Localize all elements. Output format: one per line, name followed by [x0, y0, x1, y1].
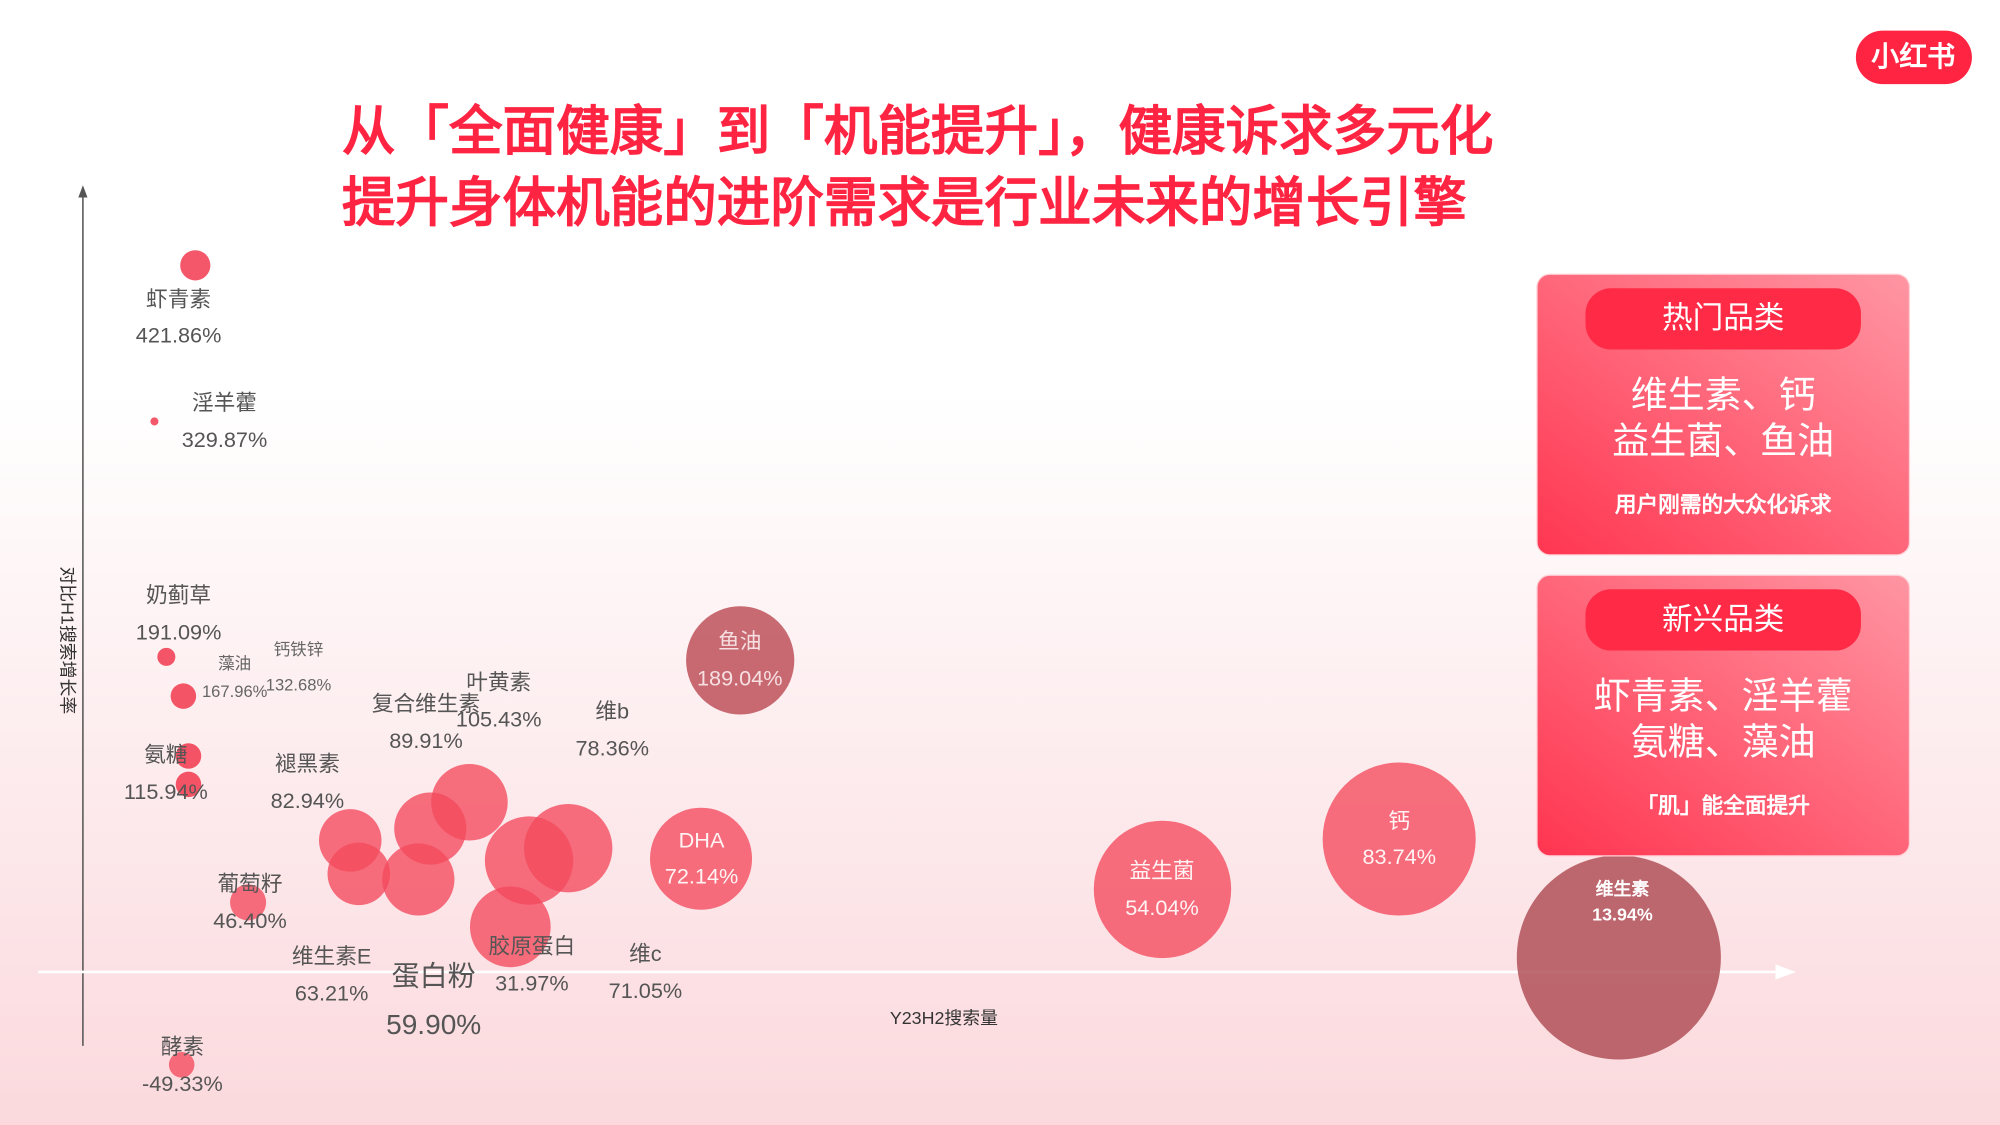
- value-label: 13.94%: [1592, 905, 1653, 925]
- bubble-name: 维生素: [1596, 878, 1650, 899]
- value-label: 82.94%: [271, 788, 345, 813]
- bubble-name: DHA: [679, 828, 725, 853]
- bubble-name: 褪黑素: [275, 751, 340, 776]
- bubble-name: 藻油: [218, 654, 251, 673]
- bubble: [168, 1052, 195, 1078]
- bubble: [150, 417, 159, 426]
- value-label: 72.14%: [665, 863, 739, 888]
- card-line: 维生素、钙: [1631, 375, 1816, 416]
- bubble: [319, 809, 382, 872]
- value-label: 71.05%: [609, 978, 683, 1003]
- bubble-name: 维c: [629, 941, 662, 966]
- card-line: 虾青素、淫羊藿: [1594, 676, 1853, 717]
- card-title-pill: [1585, 288, 1861, 350]
- card-line: 益生菌、鱼油: [1612, 421, 1834, 462]
- logo: 小红书: [1871, 40, 1955, 72]
- bubble-name: 维b: [595, 699, 629, 724]
- bubble-name: 虾青素: [146, 287, 211, 312]
- bubble-name: 钙铁锌: [274, 640, 324, 659]
- bubble: [1322, 762, 1476, 916]
- bubble-name: 维生素E: [292, 944, 371, 969]
- bubble-name: 酵素: [161, 1034, 204, 1059]
- value-label: 191.09%: [136, 620, 222, 645]
- bubble: [524, 803, 613, 893]
- logo-badge: [1855, 30, 1972, 85]
- bubble-name: 葡萄籽: [217, 871, 282, 896]
- x-axis-label: Y23H2搜索量: [890, 1008, 998, 1028]
- plot: 虾青素 421.86% 淫羊藿 329.87% 奶蓟草 191.09% 藻油 167.96% 钙…: [124, 250, 1721, 1096]
- value-label: 189.04%: [697, 666, 783, 691]
- bubble-name: 鱼油: [718, 629, 761, 654]
- card-title-pill: [1585, 589, 1861, 651]
- card-note: 用户刚需的大众化诉求: [1615, 492, 1832, 517]
- bubble-name: 蛋白粉: [392, 961, 476, 992]
- value-label: 89.91%: [389, 728, 463, 753]
- value-label: 59.90%: [386, 1009, 481, 1040]
- value-label: 46.40%: [213, 908, 287, 933]
- value-label: -49.33%: [142, 1071, 223, 1096]
- bubble-name: 益生菌: [1129, 858, 1194, 883]
- card-title: 新兴品类: [1662, 602, 1784, 636]
- bubble-name: 胶原蛋白: [489, 933, 576, 958]
- y-axis-label: 对比H1搜索增长率: [58, 566, 78, 714]
- value-label: 421.86%: [136, 322, 222, 347]
- value-label: 63.21%: [295, 981, 369, 1006]
- bubble: [469, 886, 551, 968]
- bubble-name: 氨糖: [144, 742, 187, 767]
- bubble-name: 淫羊藿: [192, 390, 257, 415]
- bubble-name: 叶黄素: [466, 669, 531, 694]
- value-label: 78.36%: [575, 736, 649, 761]
- bubble: [686, 606, 795, 715]
- value-label: 83.74%: [1362, 844, 1436, 869]
- bubble: [650, 807, 753, 910]
- bubble: [180, 250, 211, 281]
- value-label: 167.96%: [202, 682, 268, 701]
- bubble-name: 钙: [1388, 808, 1410, 833]
- value-label: 115.94%: [124, 779, 208, 804]
- bubble: [394, 792, 467, 865]
- cards: 热门品类维生素、钙益生菌、鱼油用户刚需的大众化诉求新兴品类虾青素、淫羊藿氨糖、藻…: [1536, 273, 1911, 857]
- card-line: 氨糖、藻油: [1631, 722, 1816, 763]
- bubble: [175, 771, 202, 798]
- bubble: [230, 884, 267, 921]
- bubble-name: 复合维生素: [372, 691, 480, 716]
- bubble: [1516, 855, 1721, 1060]
- value-label: 31.97%: [495, 970, 569, 995]
- card-title: 热门品类: [1662, 301, 1784, 335]
- value-label: 105.43%: [456, 706, 542, 731]
- card-note: 「肌」能全面提升: [1637, 793, 1810, 818]
- value-label: 54.04%: [1125, 895, 1199, 920]
- value-label: 329.87%: [182, 427, 268, 452]
- bubble: [175, 743, 202, 769]
- bubble: [170, 683, 197, 709]
- bubble: [1093, 820, 1232, 959]
- value-label: 132.68%: [266, 676, 332, 695]
- chart-subtitle: 提升身体机能的进阶需求是行业未来的增长引擎: [342, 174, 1467, 233]
- bubble-name: 奶蓟草: [146, 583, 211, 608]
- bubble: [157, 647, 176, 666]
- chart-title: 从「全面健康」到「机能提升」，健康诉求多元化: [342, 101, 1494, 161]
